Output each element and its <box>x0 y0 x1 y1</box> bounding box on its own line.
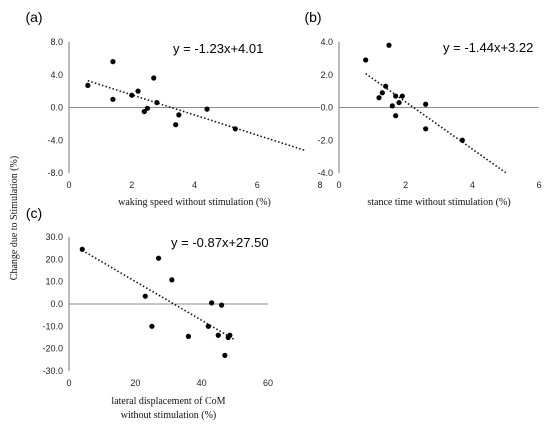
data-point <box>173 122 179 128</box>
data-point <box>459 137 465 143</box>
panel-a: 8.0 4.0 0.0 -4.0 -8.00 2 4 6 8 (a) y = -1.23x+4.01… <box>25 9 322 208</box>
x-tick-label: 2 <box>129 180 134 190</box>
data-point <box>215 332 221 338</box>
data-point <box>85 82 91 88</box>
panel-c: 30.0 20.0 10.0 0.0 -10.0 -20.0 -30.00 20 40 60 (c)… <box>26 205 273 421</box>
x-tick-label: 60 <box>263 378 273 388</box>
y-tick-label: 4.0 <box>320 37 333 47</box>
trendline <box>87 79 305 151</box>
data-point <box>389 103 395 109</box>
trendline <box>81 249 236 341</box>
data-point <box>149 323 155 329</box>
data-point <box>144 105 151 111</box>
data-point <box>204 106 210 112</box>
data-point <box>209 300 215 306</box>
y-tick-label: 10.0 <box>45 277 63 287</box>
x-tick-label: 4 <box>192 180 197 190</box>
trendline <box>365 72 507 174</box>
data-point <box>383 83 389 89</box>
y-tick-label: 8.0 <box>50 37 63 47</box>
data-point <box>169 277 175 283</box>
y-tick-label: -30.0 <box>42 366 63 376</box>
data-point <box>176 112 182 118</box>
x-tick-label: 20 <box>130 378 140 388</box>
y-tick-label: -4.0 <box>47 135 63 145</box>
y-tick-label: 20.0 <box>45 254 63 264</box>
data-point <box>218 302 225 308</box>
panel-b: 4.0 2.0 0.0 -2.0 -4.00 2 4 6 (b) y = -1.44x+3.22 s… <box>304 9 541 208</box>
regression-equation: y = -1.23x+4.01 <box>173 41 263 56</box>
data-point <box>396 99 402 106</box>
y-tick-label: 2.0 <box>320 70 333 80</box>
data-point <box>379 90 385 96</box>
data-point <box>423 126 429 132</box>
x-tick-label: 40 <box>197 378 207 388</box>
x-axis-label: lateral displacement of CoM <box>111 396 225 407</box>
y-tick-label: 0.0 <box>50 299 63 309</box>
y-tick-label: 0.0 <box>50 103 63 113</box>
y-tick-label: -20.0 <box>42 344 63 354</box>
y-tick-label: 4.0 <box>50 70 63 80</box>
data-point <box>227 332 233 338</box>
data-point <box>363 57 369 63</box>
data-point <box>423 101 429 107</box>
x-tick-label: 0 <box>66 378 71 388</box>
data-point <box>399 93 405 99</box>
data-point <box>185 333 191 339</box>
x-axis-label: stance time without stimulation (%) <box>367 197 510 208</box>
data-point <box>142 293 148 299</box>
x-tick-label: 0 <box>66 180 71 190</box>
data-point <box>376 95 382 101</box>
data-point <box>393 113 399 119</box>
y-tick-label: -2.0 <box>317 135 333 145</box>
panel-label: (c) <box>26 205 42 221</box>
regression-equation: y = -1.44x+3.22 <box>443 40 533 55</box>
data-point <box>135 88 141 94</box>
y-tick-label: 30.0 <box>45 232 63 242</box>
x-tick-label: 4 <box>470 180 475 190</box>
y-tick-label: -10.0 <box>42 321 63 331</box>
data-point <box>110 96 116 102</box>
y-tick-label: 0.0 <box>320 103 333 113</box>
data-point <box>141 108 147 115</box>
data-point <box>205 323 211 329</box>
data-point <box>232 126 238 132</box>
data-point <box>393 93 399 99</box>
panel-label: (a) <box>25 9 42 25</box>
panel-label: (b) <box>304 9 321 25</box>
data-point <box>110 59 116 65</box>
y-tick-label: -8.0 <box>47 168 63 178</box>
x-tick-label: 6 <box>536 180 541 190</box>
x-tick-label: 6 <box>255 180 260 190</box>
data-point <box>222 352 228 358</box>
x-tick-label: 8 <box>317 180 322 190</box>
data-point <box>154 99 160 106</box>
shared-y-axis-label: Change due to Stimulation (%) <box>9 156 20 280</box>
data-point <box>79 246 85 252</box>
data-point <box>129 92 135 98</box>
y-tick-label: -4.0 <box>317 168 333 178</box>
x-axis-label: waking speed without stimulation (%) <box>118 197 271 208</box>
x-axis-label-line2: without stimulation (%) <box>121 410 217 421</box>
regression-equation: y = -0.87x+27.50 <box>171 235 269 250</box>
data-point <box>155 255 162 261</box>
x-tick-label: 2 <box>403 180 408 190</box>
data-point <box>151 75 157 81</box>
x-tick-label: 0 <box>336 180 341 190</box>
data-point <box>386 42 392 48</box>
